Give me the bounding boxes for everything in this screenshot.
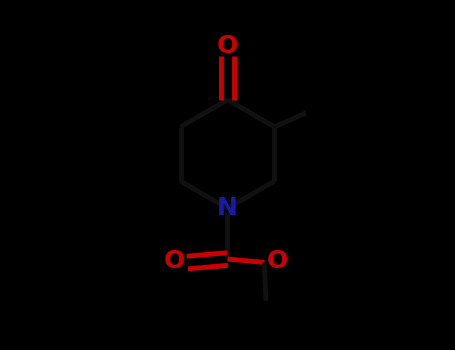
Text: O: O xyxy=(217,34,238,58)
Text: O: O xyxy=(163,249,185,273)
Text: N: N xyxy=(217,196,238,220)
Text: O: O xyxy=(267,249,288,273)
